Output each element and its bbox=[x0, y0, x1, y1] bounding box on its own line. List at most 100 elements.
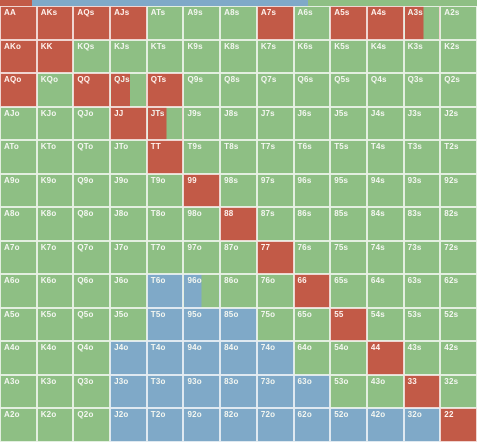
hand-label: AJo bbox=[4, 108, 20, 118]
hand-cell: 65o bbox=[293, 307, 331, 342]
hand-cell: AKs bbox=[36, 6, 74, 40]
hand-cell: T4o bbox=[146, 341, 184, 375]
hand-cell: A7s bbox=[256, 6, 294, 40]
hand-label: 96s bbox=[297, 175, 312, 185]
hand-label: JTo bbox=[114, 142, 129, 152]
hand-cell: 96o bbox=[183, 274, 221, 308]
hand-label: 42s bbox=[444, 343, 459, 353]
hand-label: 88 bbox=[224, 209, 234, 219]
hand-cell: 75s bbox=[330, 240, 367, 275]
hand-cell: Q3o bbox=[73, 374, 111, 409]
hand-label: AJs bbox=[114, 8, 130, 17]
hand-label: T9o bbox=[150, 175, 166, 185]
hand-label: AQs bbox=[77, 8, 95, 17]
hand-label: 32s bbox=[444, 376, 459, 386]
hand-cell: JTs bbox=[146, 106, 184, 141]
hand-cell: T5s bbox=[330, 140, 367, 174]
hand-cell: 52o bbox=[330, 408, 367, 442]
hand-cell: 43o bbox=[366, 374, 404, 409]
hand-label: 63s bbox=[407, 276, 422, 286]
hand-cell: 77 bbox=[256, 240, 294, 275]
hand-label: 85s bbox=[334, 209, 349, 219]
hand-label: 97o bbox=[187, 242, 202, 252]
hand-label: K9o bbox=[40, 175, 57, 185]
hand-cell: A9s bbox=[183, 6, 221, 40]
hand-cell: J4s bbox=[366, 106, 404, 141]
hand-cell: 98s bbox=[220, 173, 257, 208]
hand-label: K8s bbox=[224, 41, 240, 51]
hand-cell: A4o bbox=[0, 341, 37, 375]
hand-label: 92s bbox=[444, 175, 459, 185]
hand-label: J4s bbox=[370, 108, 385, 118]
hand-label: A3o bbox=[4, 376, 20, 386]
hand-label: K4s bbox=[370, 41, 387, 51]
hand-cell: 95o bbox=[183, 307, 221, 342]
hand-cell: 52s bbox=[440, 307, 477, 342]
hand-cell: 66 bbox=[293, 274, 331, 308]
hand-label: 63o bbox=[297, 376, 312, 386]
hand-cell: QTs bbox=[146, 73, 184, 107]
hand-label: J5s bbox=[334, 108, 349, 118]
hand-label: 95s bbox=[334, 175, 349, 185]
hand-label: 54o bbox=[334, 343, 349, 353]
hand-label: Q6s bbox=[297, 75, 314, 85]
hand-cell: J9s bbox=[183, 106, 221, 141]
hand-label: T3s bbox=[407, 142, 422, 152]
hand-cell: 53o bbox=[330, 374, 367, 409]
hand-cell: T9o bbox=[146, 173, 184, 208]
hand-cell: K2o bbox=[36, 408, 74, 442]
hand-cell: K8s bbox=[220, 39, 257, 74]
hand-label: KJo bbox=[40, 108, 57, 118]
hand-label: 95o bbox=[187, 309, 202, 319]
hand-label: A7o bbox=[4, 242, 20, 252]
hand-cell: AJs bbox=[110, 6, 147, 40]
hand-label: T3o bbox=[150, 376, 166, 386]
hand-label: A8s bbox=[224, 8, 240, 17]
hand-cell: T6o bbox=[146, 274, 184, 308]
hand-cell: 75o bbox=[256, 307, 294, 342]
hand-label: 44 bbox=[370, 343, 381, 353]
hand-label: K5o bbox=[40, 309, 57, 319]
hand-cell: 73o bbox=[256, 374, 294, 409]
hand-label: 85o bbox=[224, 309, 239, 319]
hand-label: AA bbox=[4, 8, 16, 17]
hand-label: 82o bbox=[224, 410, 239, 420]
hand-label: T7s bbox=[260, 142, 276, 152]
hand-label: 22 bbox=[444, 410, 454, 420]
hand-label: T4s bbox=[370, 142, 386, 152]
hand-cell: 94o bbox=[183, 341, 221, 375]
hand-cell: 62o bbox=[293, 408, 331, 442]
hand-label: A9o bbox=[4, 175, 20, 185]
hand-label: K2o bbox=[40, 410, 57, 420]
hand-cell: T9s bbox=[183, 140, 221, 174]
hand-cell: A5o bbox=[0, 307, 37, 342]
hand-label: 83s bbox=[407, 209, 422, 219]
hand-label: K9s bbox=[187, 41, 203, 51]
hand-label: T9s bbox=[187, 142, 202, 152]
hand-cell: K8o bbox=[36, 207, 74, 241]
hand-label: Q2o bbox=[77, 410, 94, 420]
hand-label: 65s bbox=[334, 276, 349, 286]
hand-label: T4o bbox=[150, 343, 166, 353]
hand-label: A6s bbox=[297, 8, 313, 17]
hand-label: Q7s bbox=[260, 75, 277, 85]
hand-label: A7s bbox=[260, 8, 277, 17]
hand-label: 72s bbox=[444, 242, 459, 252]
hand-cell: 64s bbox=[366, 274, 404, 308]
hand-label: KK bbox=[40, 41, 53, 51]
hand-label: Q5s bbox=[334, 75, 350, 85]
hand-label: K6s bbox=[297, 41, 313, 51]
hand-cell: QTo bbox=[73, 140, 111, 174]
hand-label: T5o bbox=[150, 309, 166, 319]
hand-label: 87o bbox=[224, 242, 239, 252]
hand-cell: 95s bbox=[330, 173, 367, 208]
hand-label: J2o bbox=[114, 410, 129, 420]
hand-cell: K5s bbox=[330, 39, 367, 74]
hand-label: 73s bbox=[407, 242, 422, 252]
hand-cell: 65s bbox=[330, 274, 367, 308]
hand-label: TT bbox=[150, 142, 161, 152]
hand-label: 77 bbox=[260, 242, 271, 252]
hand-label: A8o bbox=[4, 209, 20, 219]
hand-label: 65o bbox=[297, 309, 312, 319]
hand-label: QJo bbox=[77, 108, 94, 118]
